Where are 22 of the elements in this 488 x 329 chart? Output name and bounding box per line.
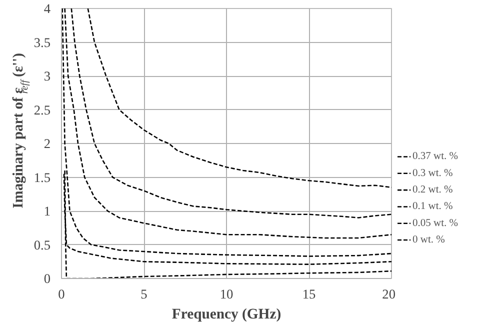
legend-label: 0.1 wt. % [412,201,453,212]
y-tick-label: 1.5 [34,170,51,185]
y-tick-label: 3.5 [34,34,51,50]
y-tick-label: 2 [44,136,51,151]
y-tick-label: 3 [44,68,51,84]
y-tick-label: 2.5 [34,102,51,118]
x-tick-label: 20 [382,286,396,302]
x-tick-label: 10 [220,286,234,302]
y-tick-label: 0.5 [34,237,51,252]
x-axis-title: Frequency (GHz) [172,306,282,322]
y-tick-label: 1 [44,204,51,218]
x-tick-label: 0 [58,286,66,302]
x-tick-label: 15 [302,286,316,302]
y-tick-label: 4 [44,1,51,16]
legend-label: 0 wt. % [412,234,446,246]
y-tick-label: 0 [44,271,51,286]
x-tick-label: 5 [140,286,148,302]
legend-label: 0.3 wt. % [412,168,453,179]
legend-label: 0.2 wt. % [412,184,453,196]
legend-label: 0.37 wt. % [412,151,458,162]
y-axis-title: Imaginary part of εreff(ε'') [10,52,30,208]
legend-label: 0.05 wt. % [412,218,458,229]
